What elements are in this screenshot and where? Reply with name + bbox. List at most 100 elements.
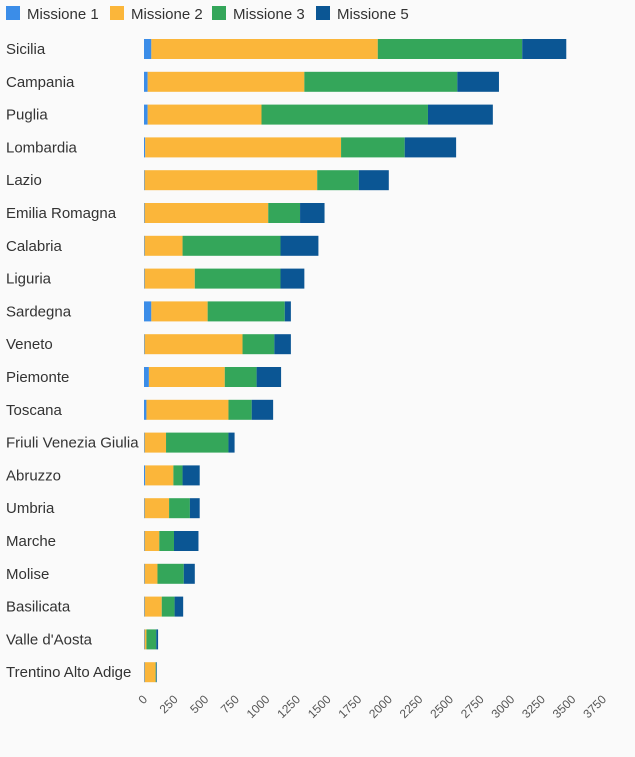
legend-swatch-missione-2[interactable]: [110, 6, 124, 20]
bar-segment[interactable]: [228, 432, 235, 453]
bar-segment[interactable]: [144, 563, 145, 584]
bar-segment[interactable]: [317, 170, 359, 191]
bar-segment[interactable]: [144, 203, 145, 223]
bar-segment[interactable]: [145, 137, 342, 158]
bar-segment[interactable]: [300, 203, 325, 223]
bar-segment[interactable]: [242, 334, 275, 355]
bar-segment[interactable]: [144, 465, 146, 486]
legend-swatch-missione-3[interactable]: [212, 6, 226, 20]
legend: Missione 1 Missione 2 Missione 3 Missione 5: [6, 6, 409, 23]
bars: [144, 39, 567, 683]
legend-label-missione-2[interactable]: Missione 2: [131, 6, 203, 23]
bar-segment[interactable]: [161, 596, 175, 617]
bar-segment[interactable]: [173, 465, 183, 486]
bar-segment[interactable]: [228, 399, 252, 420]
bar-segment[interactable]: [156, 629, 159, 650]
bar-segment[interactable]: [144, 596, 162, 617]
bar-segment[interactable]: [144, 399, 147, 420]
bar-segment[interactable]: [251, 399, 274, 420]
x-tick-label: 750: [218, 692, 242, 716]
bar-segment[interactable]: [144, 137, 146, 158]
bar-segment[interactable]: [145, 465, 174, 486]
bar-segment[interactable]: [146, 399, 229, 420]
bar-segment[interactable]: [144, 531, 160, 551]
bar-segment[interactable]: [183, 563, 195, 584]
bar-segment[interactable]: [166, 432, 229, 453]
bar-segment[interactable]: [144, 203, 269, 223]
bar-segment[interactable]: [207, 301, 285, 322]
bar-segment[interactable]: [144, 367, 149, 387]
bar-segment[interactable]: [358, 170, 389, 191]
bar-segment[interactable]: [457, 71, 499, 92]
legend-label-missione-5[interactable]: Missione 5: [337, 6, 409, 23]
bar-segment[interactable]: [427, 104, 493, 125]
bar-segment[interactable]: [151, 301, 208, 322]
bar-segment[interactable]: [144, 432, 145, 453]
category-label: Umbria: [6, 500, 55, 517]
bar-segment[interactable]: [377, 39, 523, 59]
x-tick-label: 1750: [336, 692, 365, 721]
bar-segment[interactable]: [224, 367, 257, 387]
bar-segment[interactable]: [522, 39, 567, 59]
bar-segment[interactable]: [151, 39, 378, 59]
legend-swatch-missione-5[interactable]: [316, 6, 330, 20]
x-tick-label: 3750: [580, 692, 609, 721]
bar-segment[interactable]: [144, 235, 183, 256]
x-tick-label: 250: [157, 692, 181, 716]
bar-segment[interactable]: [147, 104, 262, 125]
bar-segment[interactable]: [146, 629, 157, 650]
bar-segment[interactable]: [144, 662, 145, 683]
bar-segment[interactable]: [182, 235, 281, 256]
category-label: Sicilia: [6, 41, 46, 58]
bar-segment[interactable]: [155, 662, 157, 683]
legend-label-missione-3[interactable]: Missione 3: [233, 6, 305, 23]
bar-segment[interactable]: [144, 498, 170, 519]
bar-segment[interactable]: [194, 268, 281, 289]
bar-segment[interactable]: [156, 662, 157, 683]
bar-segment[interactable]: [274, 334, 291, 355]
bar-segment[interactable]: [144, 301, 152, 322]
x-tick-label: 3250: [519, 692, 548, 721]
bar-segment[interactable]: [144, 104, 148, 125]
bar-segment[interactable]: [144, 662, 156, 683]
bar-segment[interactable]: [182, 465, 200, 486]
bar-segment[interactable]: [147, 71, 305, 92]
bar-segment[interactable]: [280, 235, 319, 256]
bar-segment[interactable]: [144, 334, 243, 355]
bar-segment[interactable]: [148, 367, 225, 387]
x-tick-label: 0: [135, 692, 150, 707]
bar-segment[interactable]: [144, 170, 145, 191]
bar-segment[interactable]: [341, 137, 405, 158]
bar-segment[interactable]: [159, 531, 174, 551]
bar-segment[interactable]: [268, 203, 301, 223]
legend-label-missione-1[interactable]: Missione 1: [27, 6, 99, 23]
bar-segment[interactable]: [144, 596, 145, 617]
bar-segment[interactable]: [144, 268, 195, 289]
bar-segment[interactable]: [144, 563, 158, 584]
bar-segment[interactable]: [304, 71, 458, 92]
bar-segment[interactable]: [144, 334, 145, 355]
bar-segment[interactable]: [144, 268, 145, 289]
bar-segment[interactable]: [144, 71, 148, 92]
bar-segment[interactable]: [144, 39, 152, 59]
bar-segment[interactable]: [404, 137, 457, 158]
bar-segment[interactable]: [144, 170, 318, 191]
bar-segment[interactable]: [144, 629, 145, 650]
bar-segment[interactable]: [144, 531, 145, 551]
bar-segment[interactable]: [144, 432, 167, 453]
bar-segment[interactable]: [284, 301, 291, 322]
bar-segment[interactable]: [169, 498, 190, 519]
bar-segment[interactable]: [174, 596, 184, 617]
bar-segment[interactable]: [280, 268, 305, 289]
bar-segment[interactable]: [157, 563, 184, 584]
bar-segment[interactable]: [256, 367, 282, 387]
legend-swatch-missione-1[interactable]: [6, 6, 20, 20]
bar-segment[interactable]: [144, 498, 145, 519]
bar-segment[interactable]: [261, 104, 428, 125]
bar-segment[interactable]: [144, 235, 145, 256]
category-label: Abruzzo: [6, 467, 61, 484]
bar-segment[interactable]: [173, 531, 199, 551]
bar-segment[interactable]: [144, 629, 147, 650]
bar-segment[interactable]: [189, 498, 200, 519]
